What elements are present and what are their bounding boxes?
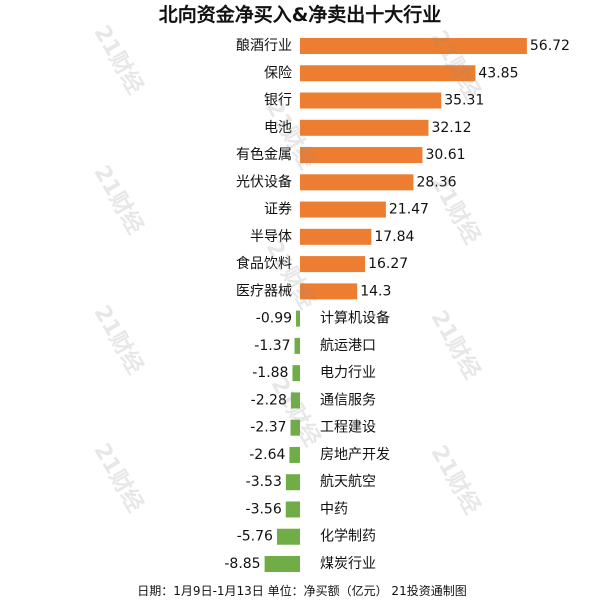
bar-net-sell: [285, 474, 300, 491]
bar-net-buy: [300, 174, 414, 191]
category-label: 通信服务: [320, 392, 376, 408]
bar-net-sell: [276, 528, 300, 545]
bar-net-buy: [300, 283, 358, 300]
footer-note: 日期：1月9日-1月13日 单位：净买额（亿元） 21投资通制图: [137, 583, 466, 598]
bar-net-sell: [290, 392, 300, 409]
value-label: 30.61: [425, 147, 465, 163]
value-label: -8.85: [224, 556, 260, 572]
category-label: 计算机设备: [320, 310, 390, 327]
category-labels-group: 酿酒行业保险银行电池有色金属光伏设备证券半导体食品饮料医疗器械计算机设备航运港口…: [236, 38, 390, 572]
value-label: 43.85: [478, 65, 518, 81]
value-label: 14.3: [360, 283, 391, 299]
value-label: -2.28: [251, 392, 287, 408]
category-label: 航天航空: [320, 474, 376, 490]
value-label: -1.37: [254, 338, 290, 354]
value-label: -3.53: [246, 474, 282, 490]
category-label: 半导体: [250, 229, 292, 245]
value-label: -5.76: [237, 529, 273, 545]
bar-net-buy: [300, 119, 429, 136]
category-label: 保险: [264, 65, 292, 81]
category-label: 中药: [320, 501, 348, 517]
watermark-text: 21财经: [89, 301, 149, 379]
category-label: 光伏设备: [236, 173, 292, 190]
bar-net-buy: [300, 92, 442, 109]
value-label: 16.27: [368, 256, 408, 272]
bar-net-sell: [296, 310, 300, 327]
value-label: 32.12: [431, 120, 471, 136]
value-labels-group: 56.72 43.85 35.31 32.12 30.61 28.36 21.47 17.84…: [224, 38, 570, 572]
watermark-text: 21财经: [426, 441, 486, 519]
watermark-text: 21财经: [89, 161, 149, 239]
value-label: 21.47: [389, 202, 429, 218]
watermark-text: 21财经: [89, 439, 149, 517]
value-label: -2.37: [250, 420, 286, 436]
category-label: 化学制药: [320, 529, 376, 545]
bar-net-buy: [300, 256, 366, 273]
bar-net-buy: [300, 65, 476, 82]
value-label: -1.88: [252, 365, 288, 381]
category-label: 工程建设: [320, 420, 376, 436]
category-label: 银行: [264, 93, 292, 109]
value-label: -0.99: [256, 311, 292, 327]
category-label: 证券: [264, 202, 292, 218]
bar-net-buy: [300, 228, 372, 245]
bar-net-buy: [300, 147, 423, 164]
value-label: -3.56: [246, 501, 282, 517]
bar-net-sell: [290, 419, 300, 436]
value-label: 28.36: [416, 174, 456, 190]
category-label: 酿酒行业: [236, 38, 292, 54]
chart-title: 北向资金净买入&净卖出十大行业: [159, 3, 442, 26]
value-label: 17.84: [374, 229, 414, 245]
bar-net-buy: [300, 201, 386, 218]
watermark-text: 21财经: [266, 373, 326, 451]
bar-net-sell: [294, 337, 300, 354]
bar-net-sell: [289, 446, 300, 463]
bar-net-buy: [300, 38, 527, 54]
bar-net-sell: [285, 501, 300, 518]
value-label: -2.64: [249, 447, 285, 463]
watermark-text: 21财经: [89, 21, 149, 99]
category-label: 有色金属: [236, 146, 292, 163]
value-label: 56.72: [530, 38, 570, 54]
category-label: 电池: [264, 120, 292, 136]
category-label: 食品饮料: [236, 255, 292, 272]
category-label: 电力行业: [320, 365, 376, 381]
watermark-text: 21财经: [261, 236, 321, 314]
category-label: 煤炭行业: [320, 556, 376, 572]
bar-net-sell: [292, 365, 300, 382]
value-label: 35.31: [444, 93, 484, 109]
category-label: 房地产开发: [320, 447, 390, 463]
category-label: 航运港口: [320, 338, 376, 354]
bar-net-sell: [264, 556, 300, 572]
category-label: 医疗器械: [236, 283, 292, 299]
watermark-text: 21财经: [426, 306, 486, 384]
bars-group: [264, 38, 527, 572]
